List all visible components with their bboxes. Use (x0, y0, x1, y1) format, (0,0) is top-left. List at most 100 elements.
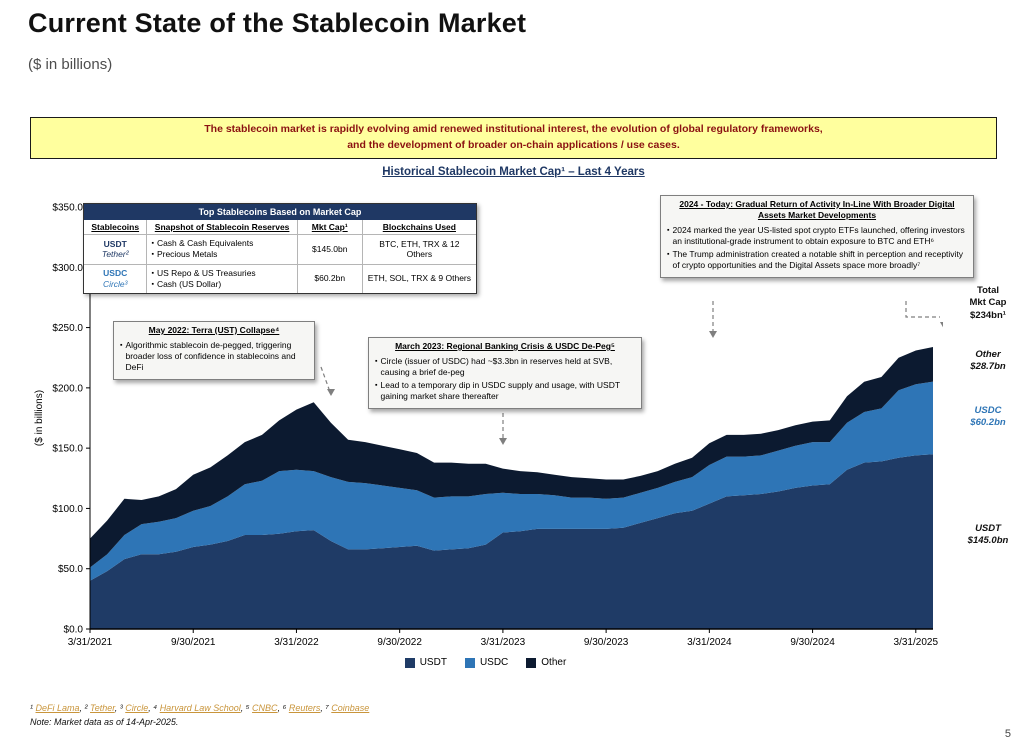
bullet-icon: ▪ (151, 240, 154, 248)
bullet-icon: ▪ (667, 227, 670, 235)
table-title: Top Stablecoins Based on Market Cap (84, 204, 476, 220)
callout-bullet: Circle (issuer of USDC) had ~$3.3bn in r… (380, 356, 613, 378)
usdt-series-label: USDT $145.0bn (967, 523, 1009, 547)
col-header-reserves: Snapshot of Stablecoin Reserves (146, 220, 298, 235)
footnote-link[interactable]: ¹ DeFi Lama (30, 703, 80, 713)
page-title: Current State of the Stablecoin Market (28, 8, 527, 38)
chart-title: Historical Stablecoin Market Cap¹ – Last… (382, 166, 645, 178)
svg-text:$250.0: $250.0 (52, 323, 83, 334)
svg-text:3/31/2023: 3/31/2023 (481, 637, 526, 648)
svg-text:$200.0: $200.0 (52, 383, 83, 394)
footnote-sup: ⁶ (282, 703, 289, 713)
footnote-label: DeFi Lama (35, 703, 80, 713)
coin-issuer: Tether² (101, 249, 129, 260)
banner-line-2: and the development of broader on-chain … (347, 138, 680, 151)
callout-title: May 2022: Terra (UST) Collapse⁴ (148, 325, 280, 335)
callout-bullet: Lead to a temporary dip in USDC supply a… (380, 380, 620, 402)
legend-label: USDT (419, 657, 447, 668)
bullet-icon: ▪ (375, 382, 378, 390)
footnote-separator: , (277, 703, 283, 713)
bullet-icon: ▪ (151, 280, 154, 288)
bullet-icon: ▪ (375, 358, 378, 366)
col-header-blockchains: Blockchains Used (361, 220, 476, 235)
chart-area: $0.0 $50.0 $100.0 $150.0 $200.0 $250.0 $300.0 $… (28, 189, 1020, 711)
footnote-link[interactable]: ⁶ Reuters (283, 703, 321, 713)
legend-label: Other (541, 657, 567, 668)
footnote-sup: ¹ (30, 703, 36, 713)
svg-text:3/31/2021: 3/31/2021 (68, 637, 113, 648)
legend-swatch-icon (526, 657, 537, 668)
legend-item-other: Other (526, 657, 566, 668)
chart-legend: USDT USDC Other (28, 657, 943, 668)
footnote-link[interactable]: ⁷ Coinbase (325, 703, 369, 713)
footnote-link[interactable]: ⁵ CNBC (246, 703, 278, 713)
page-number: 5 (1004, 728, 1011, 740)
table-row-usdt: USDT Tether² ▪ Cash & Cash Equivalents ▪ P… (84, 234, 476, 265)
key-message-banner: The stablecoin market is rapidly evolvin… (30, 117, 997, 159)
mkt-cap-value: $60.2bn (296, 263, 363, 293)
footnotes: ¹ DeFi Lama, ² Tether, ³ Circle, ⁴ Harva… (30, 703, 369, 713)
footnote-sup: ⁴ (153, 703, 160, 713)
svg-text:3/31/2024: 3/31/2024 (687, 637, 732, 648)
footnote-sup: ³ (119, 703, 126, 713)
footnote-label: CNBC (252, 703, 278, 713)
reserve-item: US Repo & US Treasuries (156, 267, 256, 278)
footnote-separator: , (114, 703, 120, 713)
banner-line-1: The stablecoin market is rapidly evolvin… (204, 123, 823, 135)
col-header-mktcap: Mkt Cap¹ (296, 220, 363, 235)
data-note: Note: Market data as of 14-Apr-2025. (30, 717, 179, 727)
svg-text:9/30/2022: 9/30/2022 (377, 637, 422, 648)
stacked-area-chart: $0.0 $50.0 $100.0 $150.0 $200.0 $250.0 $300.0 $… (34, 203, 948, 648)
svg-text:$150.0: $150.0 (52, 444, 83, 455)
blockchains-value: ETH, SOL, TRX & 9 Others (361, 263, 476, 293)
bullet-icon: ▪ (667, 251, 670, 259)
mkt-cap-value: $145.0bn (296, 234, 363, 265)
callout-bullet: 2024 marked the year US-listed spot cryp… (672, 225, 965, 247)
svg-text:$50.0: $50.0 (58, 564, 83, 575)
footnote-separator: , (240, 703, 246, 713)
footnote-label: Harvard Law School (159, 703, 241, 713)
svg-text:3/31/2022: 3/31/2022 (274, 637, 319, 648)
footnote-label: Reuters (288, 703, 321, 713)
callout-march-2023: March 2023: Regional Banking Crisis & US… (368, 337, 642, 410)
svg-text:$300.0: $300.0 (52, 263, 83, 274)
callout-bullet: Algorithmic stablecoin de-pegged, trigge… (125, 340, 296, 373)
legend-item-usdc: USDC (464, 657, 509, 668)
callout-may-2022: May 2022: Terra (UST) Collapse⁴ ▪ Algorit… (113, 321, 315, 381)
footnote-sup: ² (84, 703, 91, 713)
reserve-item: Precious Metals (156, 249, 218, 260)
coin-name: USDC (103, 268, 128, 279)
footnote-sup: ⁵ (245, 703, 253, 713)
legend-item-usdt: USDT (404, 657, 447, 668)
footnote-label: Circle (125, 703, 149, 713)
callout-title: March 2023: Regional Banking Crisis & US… (395, 341, 615, 351)
svg-text:($ in billions): ($ in billions) (34, 390, 45, 446)
footnote-link[interactable]: ² Tether (85, 703, 115, 713)
footnote-separator: , (148, 703, 154, 713)
total-mkt-cap-label: Total Mkt Cap $234bn¹ (969, 285, 1007, 321)
footnote-separator: , (320, 703, 326, 713)
svg-text:$0.0: $0.0 (64, 625, 84, 636)
footnote-link[interactable]: ⁴ Harvard Law School (153, 703, 240, 713)
reserve-item: Cash & Cash Equivalents (156, 238, 254, 249)
svg-text:3/31/2025: 3/31/2025 (894, 637, 939, 648)
legend-label: USDC (479, 657, 509, 668)
svg-text:9/30/2023: 9/30/2023 (584, 637, 629, 648)
callout-title: 2024 - Today: Gradual Return of Activity… (679, 199, 955, 221)
table-row-usdc: USDC Circle³ ▪ US Repo & US Treasuries ▪ C… (84, 263, 476, 293)
coin-issuer: Circle³ (102, 278, 128, 289)
legend-swatch-icon (404, 657, 415, 668)
other-series-label: Other $28.7bn (970, 349, 1006, 373)
bullet-icon: ▪ (151, 269, 154, 277)
svg-text:$100.0: $100.0 (52, 504, 83, 515)
footnote-label: Coinbase (331, 703, 370, 713)
footnote-separator: , (79, 703, 85, 713)
top-stablecoins-table: Top Stablecoins Based on Market Cap Stab… (83, 203, 477, 294)
callout-bullet: The Trump administration created a notab… (672, 249, 964, 271)
footnote-link[interactable]: ³ Circle (120, 703, 149, 713)
svg-text:9/30/2024: 9/30/2024 (790, 637, 835, 648)
reserve-item: Cash (US Dollar) (156, 278, 222, 289)
callout-2024-today: 2024 - Today: Gradual Return of Activity… (660, 195, 974, 279)
legend-swatch-icon (464, 657, 475, 668)
